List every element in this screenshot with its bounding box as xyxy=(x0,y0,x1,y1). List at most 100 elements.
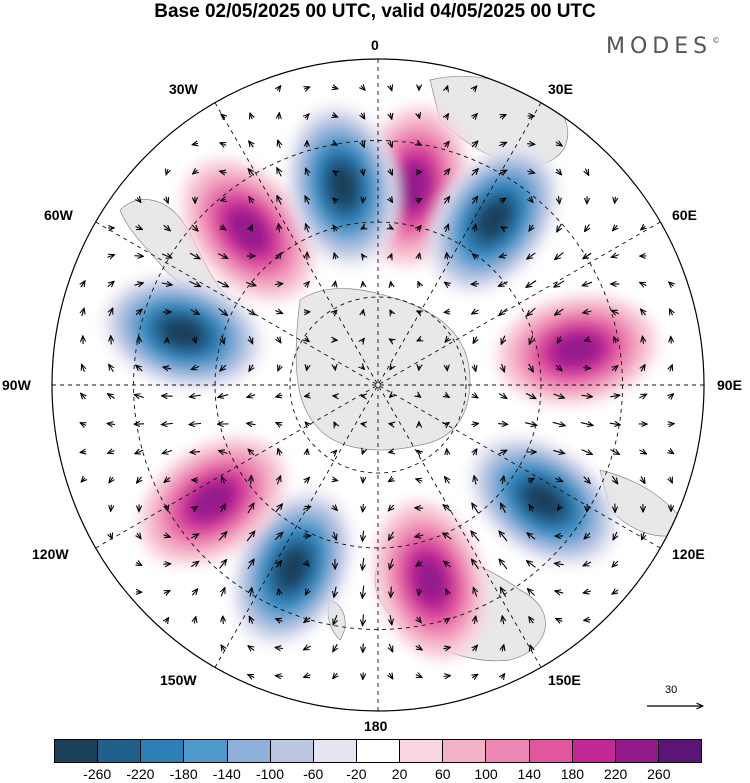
wind-vector-arrow xyxy=(473,86,477,90)
wind-vector-arrow xyxy=(526,280,537,288)
wind-vector-arrow xyxy=(305,114,309,118)
wind-vector-arrow xyxy=(473,114,477,119)
wind-vector-arrow xyxy=(334,253,336,259)
latitude-circle xyxy=(289,296,467,474)
wind-vector-arrow xyxy=(640,282,647,285)
wind-vector-arrow xyxy=(581,395,593,396)
colorbar-tick-label: 260 xyxy=(647,766,671,782)
wind-vector-arrow xyxy=(134,395,144,398)
colorbar-tick-label: -60 xyxy=(303,766,324,782)
wind-vector-arrow xyxy=(473,449,477,456)
wind-vector-arrow xyxy=(501,674,504,679)
wind-vector-arrow xyxy=(415,646,423,650)
wind-vector-arrow xyxy=(278,448,280,456)
lon-label-120e: 120E xyxy=(672,546,705,562)
wind-vector-arrow xyxy=(333,225,337,230)
wind-vector-arrow xyxy=(389,424,393,425)
wind-vector-arrow xyxy=(247,423,256,424)
wind-vector-arrow xyxy=(305,589,308,595)
wind-vector-arrow xyxy=(222,477,225,484)
wind-vector-arrow xyxy=(248,449,255,456)
wind-vector-arrow xyxy=(668,450,673,453)
wind-vector-arrow xyxy=(612,366,618,371)
wind-vector-arrow xyxy=(555,308,564,315)
wind-vector-arrow xyxy=(473,336,477,344)
lon-label-30e: 30E xyxy=(548,81,573,97)
wind-vector-arrow xyxy=(529,224,533,231)
wind-vector-arrow xyxy=(333,673,337,679)
wind-vector-arrow xyxy=(190,561,199,568)
colorbar-segment xyxy=(227,740,271,762)
wind-vector-arrow xyxy=(554,280,565,287)
wind-vector-arrow xyxy=(558,196,559,204)
wind-vector-arrow xyxy=(221,199,226,200)
wind-vector-arrow xyxy=(219,560,226,569)
colorbar-segment xyxy=(55,740,99,762)
wind-vector-arrow xyxy=(304,87,310,89)
wind-vector-arrow xyxy=(670,477,673,483)
colorbar-tick-label: -180 xyxy=(169,766,198,782)
wind-vector-arrow xyxy=(584,339,589,341)
wind-vector-arrow xyxy=(217,280,228,287)
wind-vector-arrow xyxy=(500,115,506,118)
wind-vector-arrow xyxy=(390,395,393,398)
wind-vector-arrow xyxy=(444,196,449,204)
wind-vector-arrow xyxy=(499,308,508,316)
wind-vector-arrow xyxy=(389,558,392,569)
wind-vector-arrow xyxy=(417,226,421,231)
wind-vector-arrow xyxy=(277,86,281,91)
wind-vector-arrow xyxy=(304,618,311,623)
wind-vector-arrow xyxy=(82,364,85,372)
wind-vector-arrow xyxy=(164,591,170,594)
lon-label-120w: 120W xyxy=(32,546,69,562)
wind-vector-arrow xyxy=(499,559,508,570)
wind-vector-arrow xyxy=(221,645,225,651)
wind-vector-arrow xyxy=(193,170,198,174)
positive-anomaly-center xyxy=(495,293,659,406)
wind-vector-arrow xyxy=(418,114,419,119)
wind-vector-arrow xyxy=(529,505,533,512)
wind-vector-arrow xyxy=(333,505,338,510)
wind-vector-arrow xyxy=(81,478,85,482)
colorbar-tick-label: -220 xyxy=(126,766,155,782)
wind-vector-arrow xyxy=(447,253,448,260)
wind-vector-arrow xyxy=(388,478,393,481)
wind-vector-arrow xyxy=(390,112,392,119)
negative-anomaly-center xyxy=(286,104,399,268)
wind-vector-arrow xyxy=(109,308,113,317)
wind-vector-arrow xyxy=(107,281,114,287)
wind-vector-arrow xyxy=(444,282,449,286)
positive-anomaly-center xyxy=(373,499,488,661)
wind-vector-arrow xyxy=(362,557,364,570)
wind-vector-arrow xyxy=(498,424,508,425)
wind-vector-arrow xyxy=(556,169,561,175)
wind-vector-arrow xyxy=(250,113,252,119)
wind-vector-arrow xyxy=(190,534,199,538)
wind-vector-arrow xyxy=(472,674,478,677)
wind-vector-arrow xyxy=(276,423,283,426)
wind-vector-arrow xyxy=(334,531,337,540)
wind-vector-arrow xyxy=(529,617,533,624)
wind-vector-arrow xyxy=(388,505,393,511)
wind-vector-arrow xyxy=(642,531,645,540)
wind-vector-arrow xyxy=(613,225,618,230)
modes-logo: MODES© xyxy=(606,34,721,59)
wind-vector-arrow xyxy=(641,226,646,230)
colorbar-segment xyxy=(356,740,401,762)
wind-vector-arrow xyxy=(471,284,479,285)
wind-vector-arrow xyxy=(390,140,392,148)
wind-vector-arrow xyxy=(192,589,197,596)
wind-vector-arrow xyxy=(334,586,336,598)
map-title: Base 02/05/2025 00 UTC, valid 04/05/2025… xyxy=(154,1,596,22)
wind-vector-arrow xyxy=(471,531,480,542)
wind-vector-arrow xyxy=(334,422,336,426)
wind-vector-arrow xyxy=(303,646,311,650)
wind-vector-arrow xyxy=(221,114,225,118)
wind-vector-arrow xyxy=(501,503,506,514)
wind-vector-arrow xyxy=(390,310,392,314)
wind-vector-arrow xyxy=(502,645,504,652)
wind-vectors xyxy=(80,85,674,679)
wind-vector-arrow xyxy=(474,476,476,485)
wind-vector-arrow xyxy=(444,618,449,622)
